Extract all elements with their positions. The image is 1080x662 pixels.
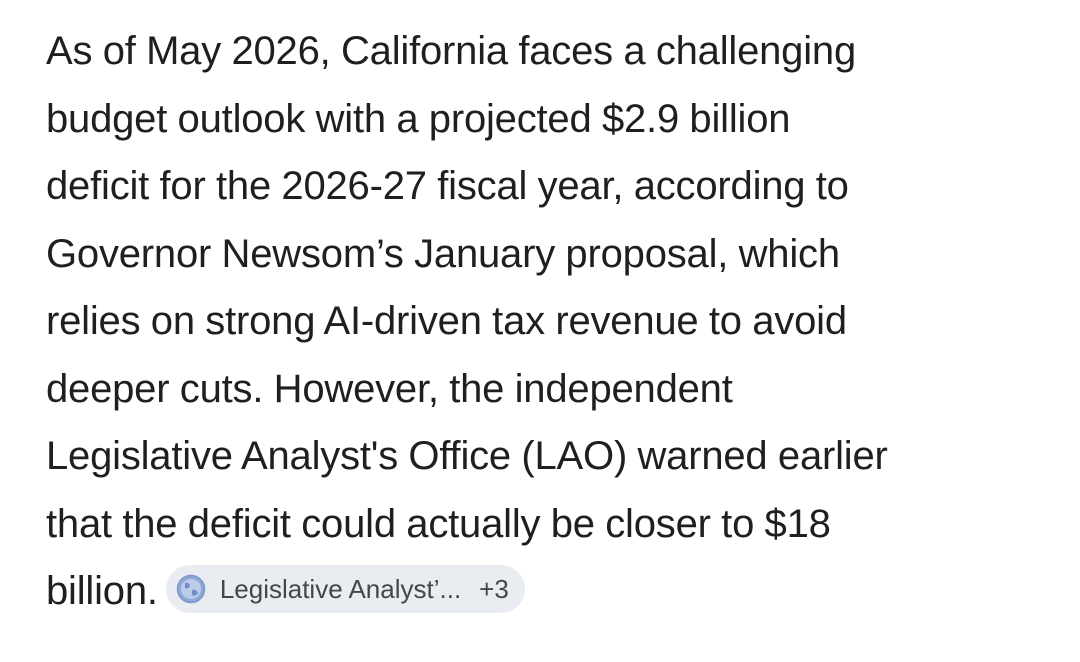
answer-line: billion. Legislative Analyst’... +3 [46, 558, 1056, 626]
answer-line: Legislative Analyst's Office (LAO) warne… [46, 423, 1056, 491]
answer-text: with a projected $2.9 billion [305, 96, 791, 141]
answer-text: Governor Newsom’s January proposal, whic… [46, 231, 840, 276]
source-chip-count: +3 [479, 574, 509, 605]
answer-text: deficit for the 2026-27 fiscal year, acc… [46, 164, 849, 208]
source-chip-label: Legislative Analyst’... [219, 574, 462, 605]
answer-line: deeper cuts. However, the independent [46, 356, 1056, 424]
answer-text: As of May 2026, California faces a [46, 29, 656, 73]
answer-line: deficit for the 2026-27 fiscal year, acc… [46, 153, 1056, 221]
answer-text: warned earlier [627, 434, 888, 478]
source-chip[interactable]: Legislative Analyst’... +3 [165, 565, 525, 614]
ai-answer-paragraph: As of May 2026, California faces a chall… [46, 18, 1056, 626]
answer-line: Governor Newsom’s January proposal, whic… [46, 221, 1056, 289]
term-link-legislative-analysts-office[interactable]: Legislative Analyst's Office (LAO) [46, 434, 628, 478]
answer-text: relies on strong AI-driven tax revenue t… [46, 299, 847, 343]
answer-line: As of May 2026, California faces a chall… [46, 18, 1056, 86]
term-link-budget-outlook[interactable]: budget outlook [46, 96, 306, 141]
answer-line: budget outlook with a projected $2.9 bil… [46, 86, 1056, 154]
answer-line: that the deficit could actually be close… [46, 491, 1056, 559]
globe-icon [176, 575, 206, 604]
answer-text: billion. [46, 569, 158, 613]
answer-text: deeper cuts. However, the independent [46, 366, 733, 411]
answer-text: that the deficit could actually be close… [46, 501, 831, 546]
term-link-challenging-budget-outlook[interactable]: challenging [655, 29, 857, 73]
answer-line: relies on strong AI-driven tax revenue t… [46, 288, 1056, 356]
